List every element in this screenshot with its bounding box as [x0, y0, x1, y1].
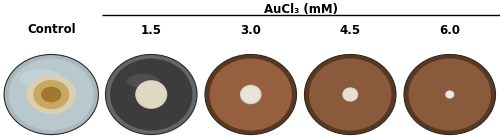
Ellipse shape	[445, 90, 454, 99]
Ellipse shape	[20, 70, 62, 88]
Ellipse shape	[210, 59, 292, 131]
Text: 1.5: 1.5	[141, 23, 162, 37]
Ellipse shape	[110, 59, 192, 131]
Text: 6.0: 6.0	[440, 23, 460, 37]
Ellipse shape	[127, 74, 160, 88]
Ellipse shape	[205, 54, 296, 135]
Ellipse shape	[106, 54, 197, 135]
Ellipse shape	[9, 59, 94, 131]
Text: Control: Control	[27, 23, 76, 36]
Ellipse shape	[135, 80, 168, 109]
Ellipse shape	[41, 87, 62, 102]
Text: 4.5: 4.5	[340, 23, 361, 37]
Ellipse shape	[304, 54, 396, 135]
Ellipse shape	[138, 82, 165, 107]
Ellipse shape	[26, 75, 76, 114]
Ellipse shape	[344, 88, 357, 101]
Ellipse shape	[309, 59, 392, 131]
Ellipse shape	[240, 85, 262, 104]
Ellipse shape	[408, 59, 491, 131]
Ellipse shape	[33, 80, 70, 109]
Ellipse shape	[4, 54, 98, 135]
Ellipse shape	[242, 86, 260, 103]
Ellipse shape	[404, 54, 496, 135]
Text: 3.0: 3.0	[240, 23, 261, 37]
Ellipse shape	[446, 91, 454, 98]
Ellipse shape	[342, 87, 358, 102]
Text: AuCl₃ (mM): AuCl₃ (mM)	[264, 3, 338, 16]
